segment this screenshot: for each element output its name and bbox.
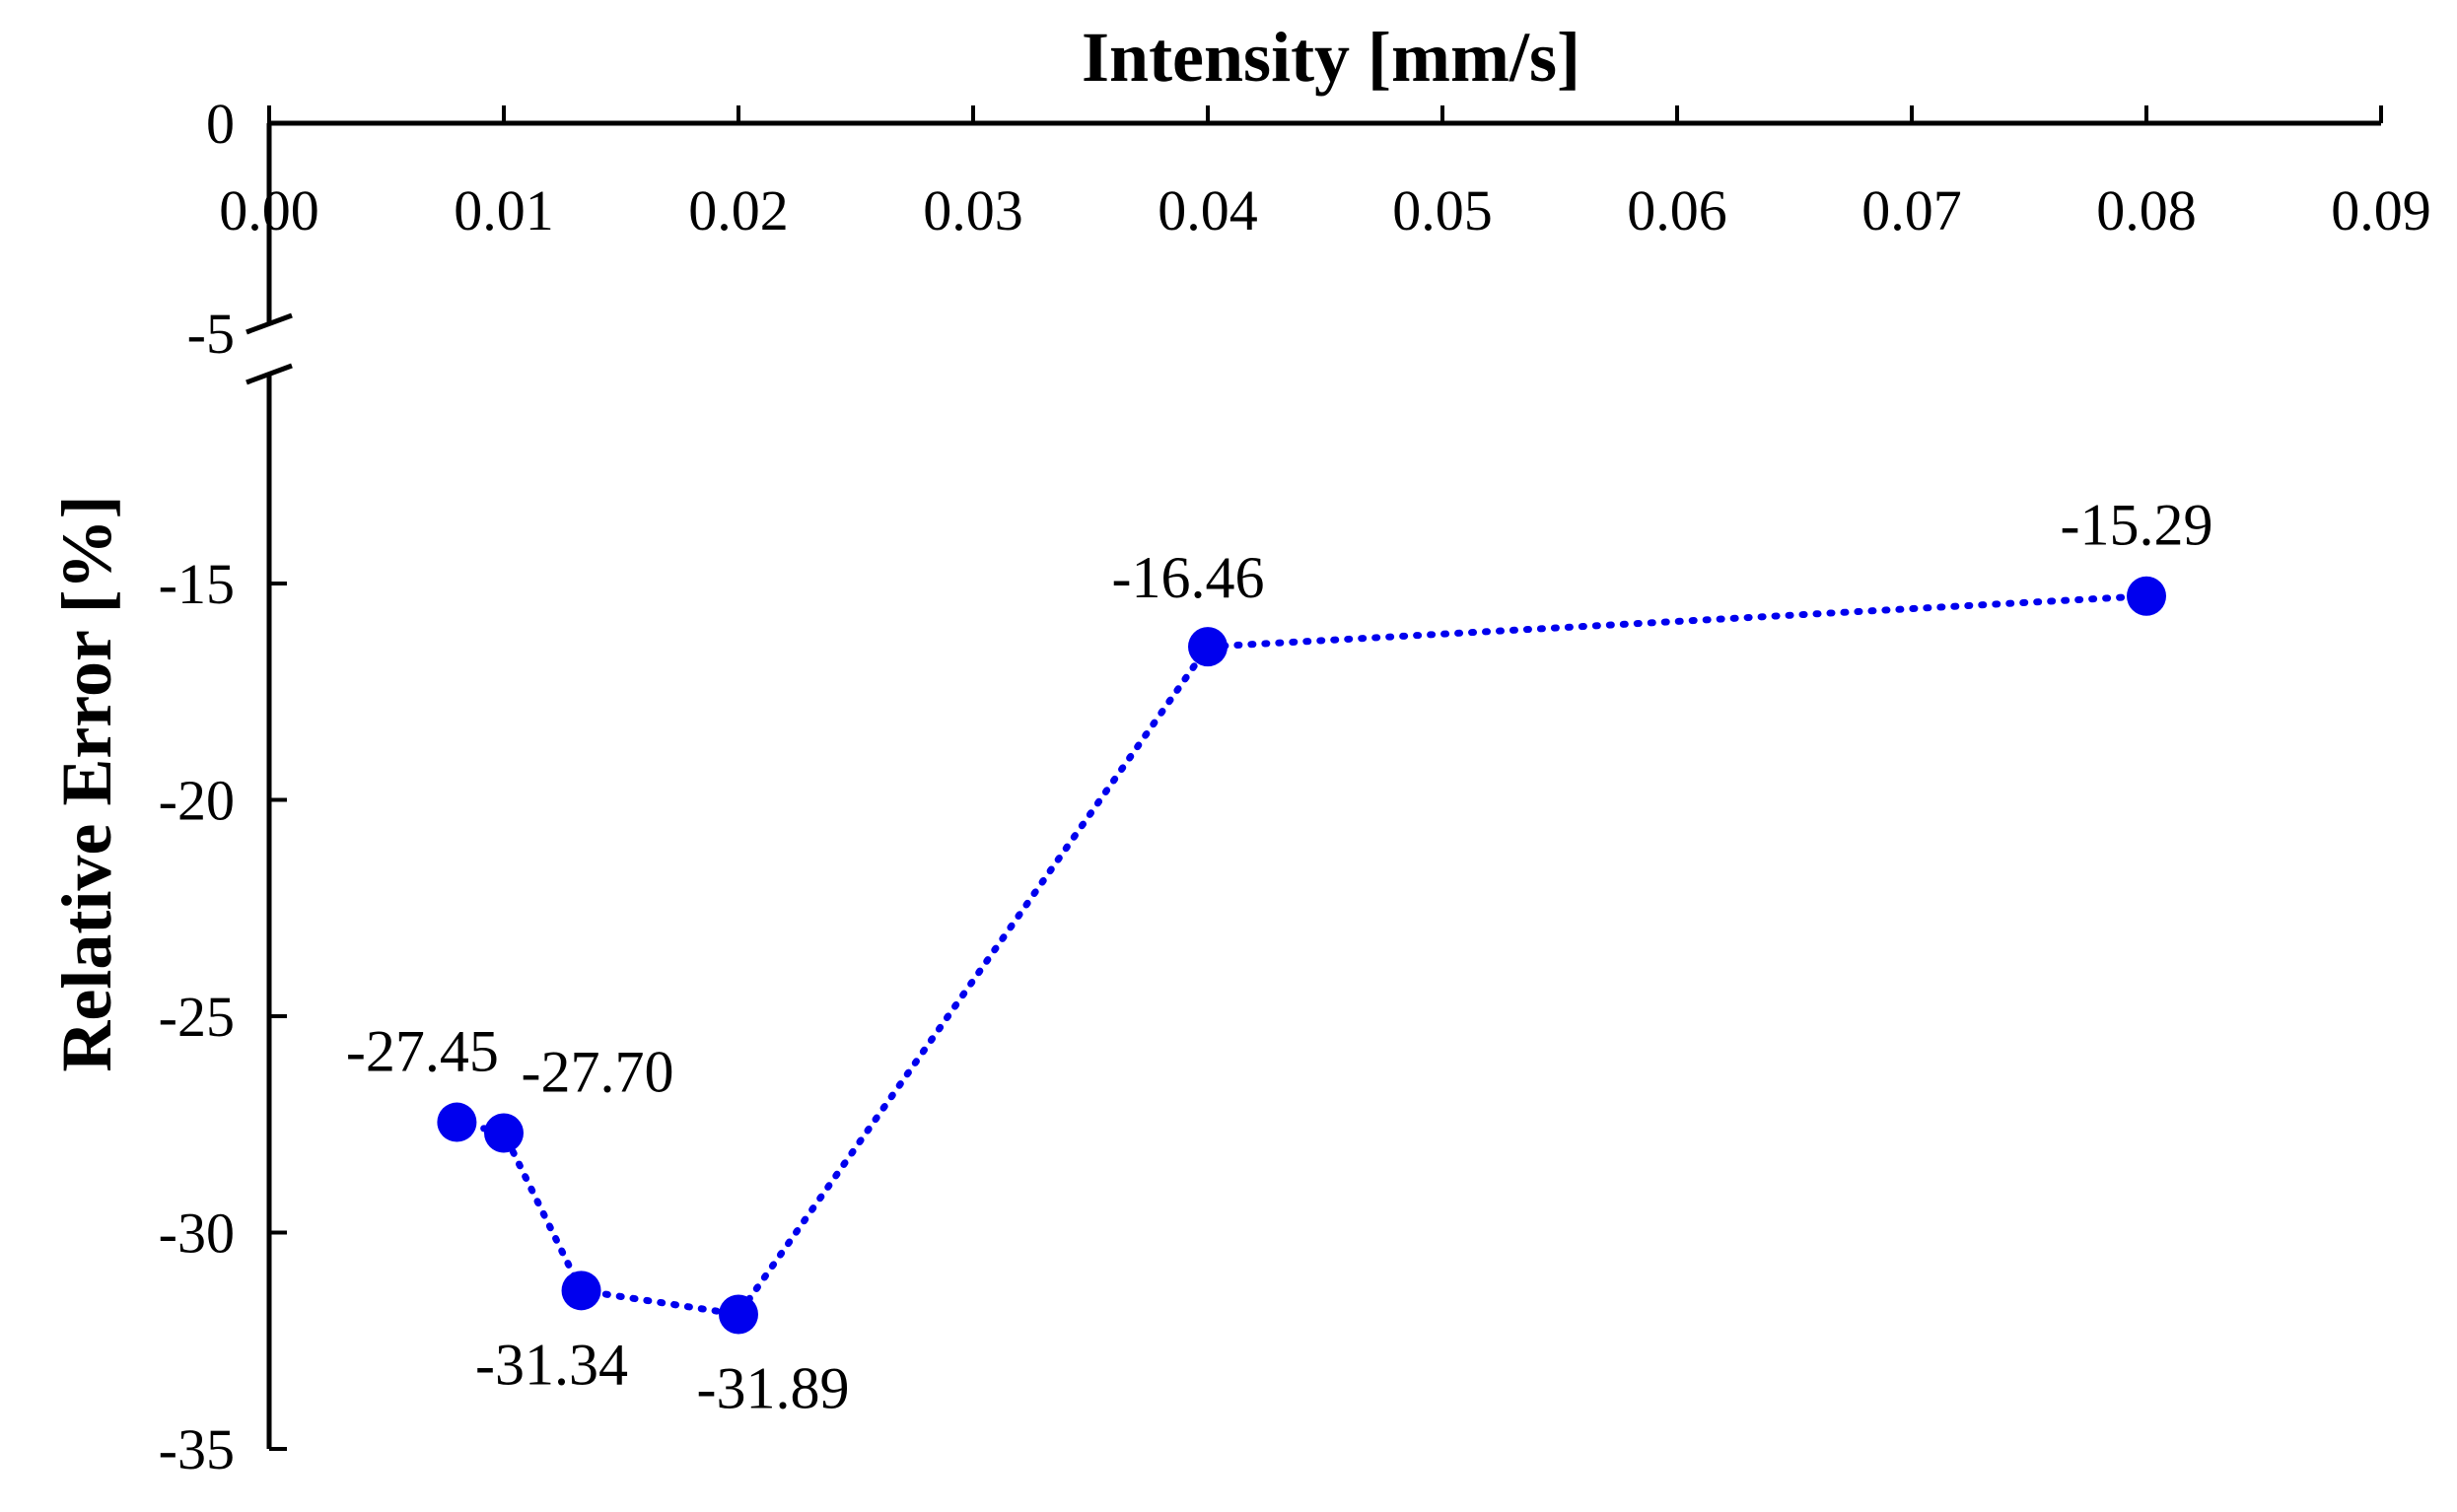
series-line bbox=[453, 592, 2150, 1319]
data-point bbox=[1188, 627, 1228, 667]
y-axis-break-mark bbox=[246, 312, 293, 335]
data-label: -31.34 bbox=[475, 1332, 628, 1397]
x-tick-label: 0.02 bbox=[688, 178, 789, 242]
data-point bbox=[719, 1294, 758, 1335]
y-axis-break-mark bbox=[246, 363, 293, 385]
data-point bbox=[2127, 576, 2166, 616]
x-tick-label: 0.08 bbox=[2096, 178, 2197, 242]
y-axis-title: Relative Error [%] bbox=[47, 495, 126, 1071]
x-tick-label: 0.01 bbox=[454, 178, 554, 242]
labels-layer: -27.45 -27.70 -31.34 -31.89 -16.46 -15.29 bbox=[346, 493, 2213, 1421]
x-tick-label: 0.05 bbox=[1392, 178, 1493, 242]
data-point bbox=[437, 1102, 477, 1142]
y-tick-label: -5 bbox=[187, 302, 235, 366]
series-layer bbox=[437, 576, 2166, 1335]
x-tick-label: 0.06 bbox=[1627, 178, 1727, 242]
data-label: -31.89 bbox=[697, 1355, 850, 1420]
data-label: -27.70 bbox=[522, 1040, 674, 1105]
x-tick-label: 0.04 bbox=[1158, 178, 1258, 242]
y-tick-label: 0 bbox=[206, 92, 235, 156]
axes-layer: 0.00 0.01 0.02 0.03 0.04 0.05 0.06 0.07 0.08 0.09… bbox=[159, 92, 2431, 1481]
x-axis-title: Intensity [mm/s] bbox=[1082, 18, 1580, 97]
y-tick-label: -15 bbox=[159, 552, 235, 616]
y-tick-label: -25 bbox=[159, 985, 235, 1049]
data-label: -16.46 bbox=[1112, 545, 1265, 610]
y-tick-label: -35 bbox=[159, 1417, 235, 1481]
x-tick-label: 0.00 bbox=[219, 178, 319, 242]
data-point bbox=[561, 1271, 601, 1311]
x-tick-label: 0.03 bbox=[923, 178, 1023, 242]
data-label: -15.29 bbox=[2061, 493, 2213, 558]
y-tick-label: -30 bbox=[159, 1202, 235, 1266]
data-label: -27.45 bbox=[346, 1019, 499, 1084]
data-point bbox=[484, 1113, 524, 1153]
x-tick-label: 0.09 bbox=[2331, 178, 2431, 242]
x-tick-label: 0.07 bbox=[1861, 178, 1962, 242]
y-tick-label: -20 bbox=[159, 769, 235, 833]
